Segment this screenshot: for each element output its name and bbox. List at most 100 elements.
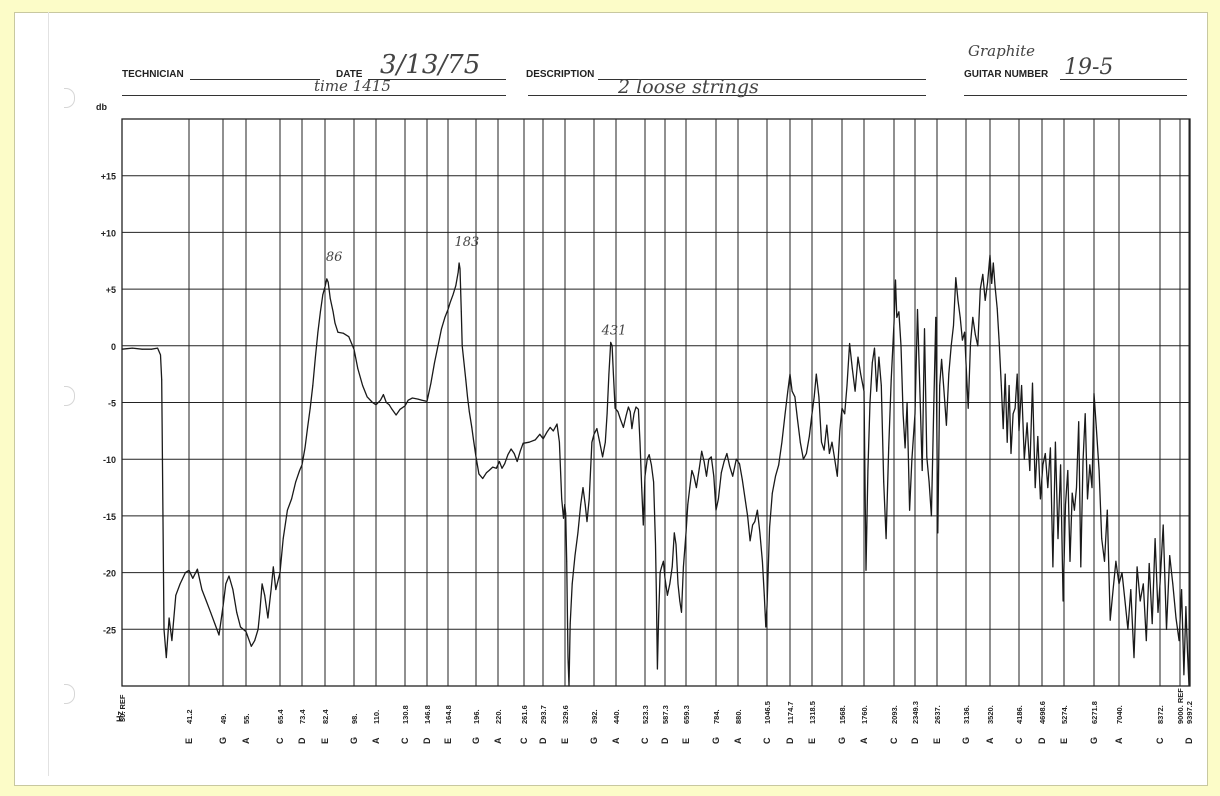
data-point (857, 356, 859, 358)
data-point (495, 467, 497, 469)
data-point (534, 439, 536, 441)
data-point (650, 464, 652, 466)
data-point (426, 400, 428, 402)
data-point (421, 399, 423, 401)
data-point (972, 316, 974, 318)
data-point (1181, 589, 1183, 591)
data-point (571, 583, 573, 585)
data-point (1034, 487, 1036, 489)
data-point (865, 569, 867, 571)
data-point (353, 348, 355, 350)
x-tick-label: 30. REF (118, 694, 127, 722)
data-point (653, 481, 655, 483)
data-point (893, 322, 895, 324)
data-point (210, 611, 212, 613)
guitar-number-value: 19-5 (1064, 55, 1114, 80)
data-point (510, 448, 512, 450)
data-point (957, 299, 959, 301)
data-point (539, 433, 541, 435)
data-point (664, 577, 666, 579)
data-point (1002, 428, 1004, 430)
description-field[interactable] (598, 79, 926, 80)
data-point (179, 583, 181, 585)
data-point (955, 277, 957, 279)
data-point (928, 481, 930, 483)
technician-field[interactable] (190, 79, 320, 80)
data-point (1109, 619, 1111, 621)
data-point (267, 617, 269, 619)
note-label: A (611, 737, 621, 744)
data-point (890, 379, 892, 381)
data-point (701, 450, 703, 452)
x-tick-label: 9397.2 (1185, 701, 1194, 724)
data-point (407, 399, 409, 401)
data-point (1118, 583, 1120, 585)
data-point (1000, 385, 1002, 386)
data-point (1175, 617, 1177, 619)
data-point (979, 288, 981, 290)
y-tick-label: +15 (101, 172, 116, 182)
data-point (473, 439, 474, 441)
data-point (1073, 509, 1075, 511)
data-point (633, 413, 635, 415)
data-point (334, 322, 336, 324)
data-point (863, 390, 865, 392)
data-point (225, 583, 227, 585)
data-point (475, 456, 477, 458)
date-label: DATE (336, 69, 363, 80)
data-point (930, 515, 932, 517)
note-label: E (1059, 738, 1069, 744)
data-point (1162, 524, 1164, 526)
data-point (228, 575, 230, 577)
data-point (926, 456, 928, 458)
data-point (685, 532, 687, 534)
data-point (175, 594, 177, 596)
data-point (924, 328, 925, 330)
x-tick-label: 2349.3 (911, 701, 920, 724)
data-point (1145, 640, 1147, 642)
data-point (766, 606, 768, 608)
note-label: C (762, 737, 772, 744)
data-point (588, 498, 590, 500)
data-point (463, 362, 465, 364)
data-point (498, 461, 500, 462)
note-label: G (711, 737, 721, 744)
data-point (846, 385, 848, 386)
data-point (1078, 421, 1080, 423)
data-point (1139, 600, 1141, 602)
data-point (395, 414, 397, 416)
data-point (669, 583, 671, 585)
data-point (1067, 470, 1069, 471)
data-point (761, 560, 763, 562)
data-point (933, 413, 935, 415)
guitar-number-field[interactable] (1060, 79, 1187, 80)
data-point (447, 309, 449, 310)
data-point (917, 309, 918, 310)
x-tick-label: 5274. (1060, 705, 1069, 724)
date-field[interactable] (368, 79, 506, 80)
note-label: E (681, 738, 691, 744)
data-point (695, 487, 697, 489)
data-point (465, 379, 467, 381)
note-label: C (1014, 737, 1024, 744)
data-point (556, 423, 558, 425)
data-point (372, 402, 373, 403)
x-tick-label: 7040. (1115, 705, 1124, 724)
data-point (744, 498, 746, 500)
data-point (1029, 470, 1031, 471)
data-point (961, 339, 963, 341)
data-point (184, 572, 186, 574)
data-point (799, 441, 801, 443)
data-point (1091, 487, 1093, 489)
data-point (869, 402, 871, 403)
data-point (937, 532, 939, 534)
data-point (675, 543, 677, 545)
data-point (984, 299, 986, 301)
data-point (250, 645, 252, 647)
note-label: A (493, 737, 503, 744)
data-point (791, 390, 793, 392)
data-point (165, 657, 167, 659)
data-point (808, 436, 810, 437)
data-point (478, 473, 480, 475)
data-point (391, 408, 393, 410)
